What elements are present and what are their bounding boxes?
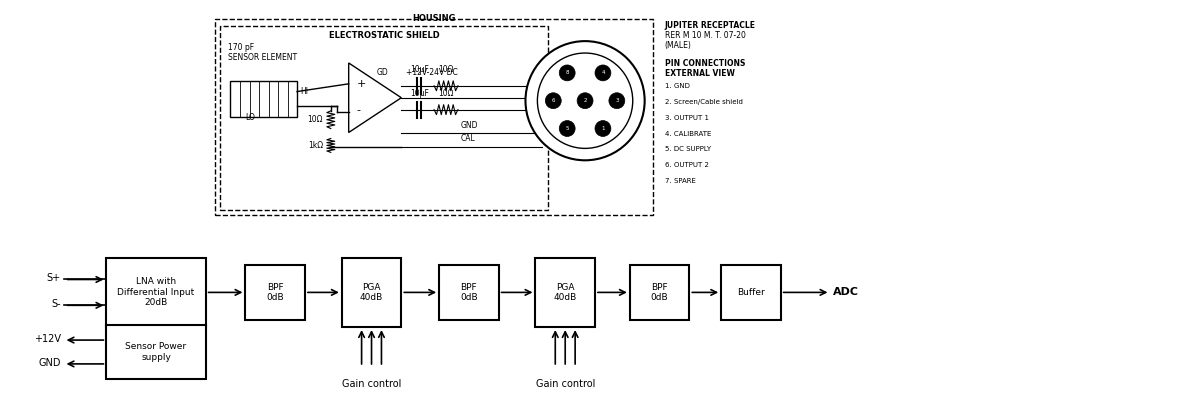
Text: BPF
0dB: BPF 0dB bbox=[461, 283, 477, 302]
Bar bbox=[630, 265, 689, 320]
Bar bbox=[245, 265, 305, 320]
Text: EXTERNAL VIEW: EXTERNAL VIEW bbox=[664, 69, 734, 78]
Text: PGA
40dB: PGA 40dB bbox=[553, 283, 577, 302]
Text: HI: HI bbox=[300, 87, 308, 96]
Text: Gain control: Gain control bbox=[536, 379, 595, 389]
Polygon shape bbox=[349, 63, 401, 133]
Bar bbox=[220, 26, 549, 210]
Text: (MALE): (MALE) bbox=[664, 41, 691, 50]
Text: 6. OUTPUT 2: 6. OUTPUT 2 bbox=[664, 162, 708, 168]
Circle shape bbox=[577, 93, 593, 109]
Text: BPF
0dB: BPF 0dB bbox=[267, 283, 284, 302]
Bar bbox=[439, 265, 499, 320]
Text: -: - bbox=[357, 105, 361, 115]
Text: 7. SPARE: 7. SPARE bbox=[664, 178, 695, 184]
Circle shape bbox=[595, 65, 610, 81]
Circle shape bbox=[595, 121, 610, 137]
Text: 8: 8 bbox=[565, 70, 569, 75]
Circle shape bbox=[545, 93, 562, 109]
Bar bbox=[106, 258, 206, 327]
Text: 4: 4 bbox=[601, 70, 605, 75]
Text: ADC: ADC bbox=[833, 288, 859, 297]
Bar bbox=[342, 258, 401, 327]
Text: 10Ω: 10Ω bbox=[307, 115, 322, 124]
Text: CAL: CAL bbox=[461, 135, 476, 144]
Text: +12V-24V DC: +12V-24V DC bbox=[406, 68, 458, 77]
Text: Buffer: Buffer bbox=[737, 288, 765, 297]
Bar bbox=[536, 258, 595, 327]
Circle shape bbox=[559, 121, 575, 137]
Text: Sensor Power
supply: Sensor Power supply bbox=[125, 342, 187, 362]
Text: BPF
0dB: BPF 0dB bbox=[651, 283, 669, 302]
Text: PGA
40dB: PGA 40dB bbox=[359, 283, 383, 302]
Text: S+: S+ bbox=[46, 274, 61, 283]
Bar bbox=[106, 325, 206, 379]
Text: 10Ω: 10Ω bbox=[438, 65, 453, 74]
Text: 5: 5 bbox=[565, 126, 569, 131]
Text: 10μF: 10μF bbox=[409, 65, 428, 74]
Text: SENSOR ELEMENT: SENSOR ELEMENT bbox=[227, 53, 296, 62]
Text: LO: LO bbox=[245, 113, 256, 122]
Text: 6: 6 bbox=[551, 98, 555, 103]
Bar bbox=[214, 19, 652, 215]
Text: +: + bbox=[357, 79, 367, 89]
Text: 2. Screen/Cable shield: 2. Screen/Cable shield bbox=[664, 99, 743, 105]
Text: GND: GND bbox=[38, 358, 61, 368]
Text: RER M 10 M. T. 07-20: RER M 10 M. T. 07-20 bbox=[664, 31, 745, 40]
Bar bbox=[721, 265, 781, 320]
Circle shape bbox=[526, 41, 645, 160]
Text: 4. CALIBRATE: 4. CALIBRATE bbox=[664, 130, 710, 137]
Text: LNA with
Differential Input
20dB: LNA with Differential Input 20dB bbox=[118, 277, 195, 307]
Text: HOUSING: HOUSING bbox=[412, 14, 456, 23]
Text: 5. DC SUPPLY: 5. DC SUPPLY bbox=[664, 146, 710, 153]
Text: 10μF: 10μF bbox=[409, 89, 428, 98]
Text: ELECTROSTATIC SHIELD: ELECTROSTATIC SHIELD bbox=[328, 31, 439, 40]
Text: Gain control: Gain control bbox=[342, 379, 401, 389]
Circle shape bbox=[609, 93, 625, 109]
Text: GND: GND bbox=[461, 121, 478, 130]
Text: 170 pF: 170 pF bbox=[227, 43, 253, 52]
Text: S-: S- bbox=[51, 299, 61, 309]
Text: 1. GND: 1. GND bbox=[664, 83, 689, 89]
Text: 3. OUTPUT 1: 3. OUTPUT 1 bbox=[664, 115, 708, 121]
Text: PIN CONNECTIONS: PIN CONNECTIONS bbox=[664, 59, 745, 68]
Text: 2: 2 bbox=[583, 98, 587, 103]
Text: 1kΩ: 1kΩ bbox=[308, 141, 322, 150]
Circle shape bbox=[559, 65, 575, 81]
Text: 3: 3 bbox=[615, 98, 619, 103]
Text: JUPITER RECEPTACLE: JUPITER RECEPTACLE bbox=[664, 21, 756, 30]
Circle shape bbox=[538, 53, 633, 148]
Text: GD: GD bbox=[376, 68, 388, 77]
Bar bbox=[231, 81, 298, 117]
Text: +12V: +12V bbox=[33, 334, 61, 344]
Text: 10Ω: 10Ω bbox=[438, 89, 453, 98]
Text: 1: 1 bbox=[601, 126, 605, 131]
